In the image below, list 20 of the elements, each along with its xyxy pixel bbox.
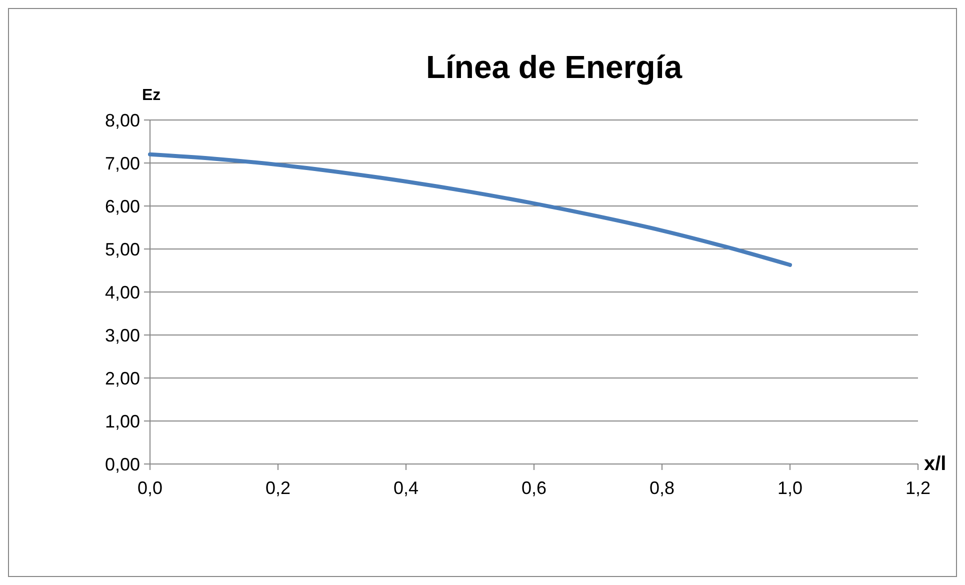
y-tick-label: 6,00	[104, 196, 140, 216]
y-tick-label: 8,00	[104, 110, 140, 130]
y-axis-title: Ez	[142, 87, 161, 104]
chart-title: Línea de Energía	[426, 49, 682, 85]
x-tick-label: 0,2	[265, 478, 291, 498]
y-tick-label: 5,00	[104, 239, 140, 260]
x-tick-label: 0,0	[137, 478, 163, 498]
x-tick-label: 0,8	[649, 478, 675, 498]
x-tick-label: 1,2	[905, 478, 931, 498]
x-axis-title: x/l	[924, 453, 946, 475]
y-tick-label: 3,00	[104, 325, 140, 346]
x-tick-label: 1,0	[777, 478, 803, 498]
x-tick-label: 0,4	[393, 478, 419, 498]
line-series	[148, 152, 792, 267]
y-tick-label: 2,00	[104, 368, 140, 388]
y-tick-label: 1,00	[104, 411, 140, 432]
x-tick-label: 0,6	[521, 478, 547, 498]
y-tick-label: 7,00	[104, 153, 140, 174]
y-tick-label: 4,00	[104, 282, 140, 302]
y-tick-label: 0,00	[104, 454, 140, 474]
